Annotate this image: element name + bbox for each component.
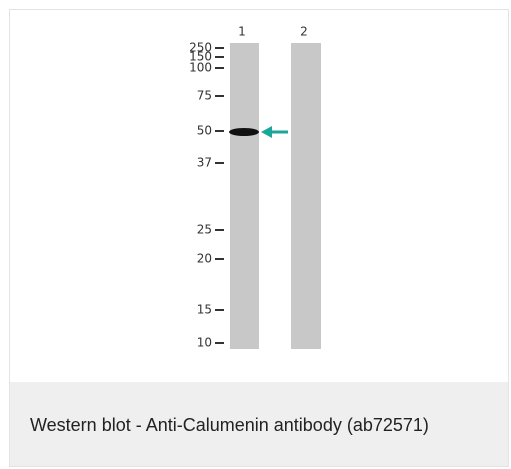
caption-bar: Western blot - Anti-Calumenin antibody (…: [10, 382, 508, 466]
lane: [291, 43, 321, 349]
marker-label: 50: [197, 124, 212, 138]
page: 1225015010075503725201510 Western blot -…: [0, 0, 511, 469]
lane-label: 1: [238, 25, 246, 39]
marker-label: 20: [197, 252, 212, 266]
marker-label: 37: [197, 156, 212, 170]
marker-label: 75: [197, 89, 212, 103]
arrow: [261, 126, 288, 138]
marker-label: 10: [197, 336, 212, 350]
lane-label: 2: [300, 25, 308, 39]
caption: Western blot - Anti-Calumenin antibody (…: [30, 415, 429, 436]
marker-label: 25: [197, 223, 212, 237]
band: [229, 128, 259, 136]
lane: [230, 43, 259, 349]
marker-label: 15: [197, 303, 212, 317]
marker-label: 100: [189, 61, 212, 75]
